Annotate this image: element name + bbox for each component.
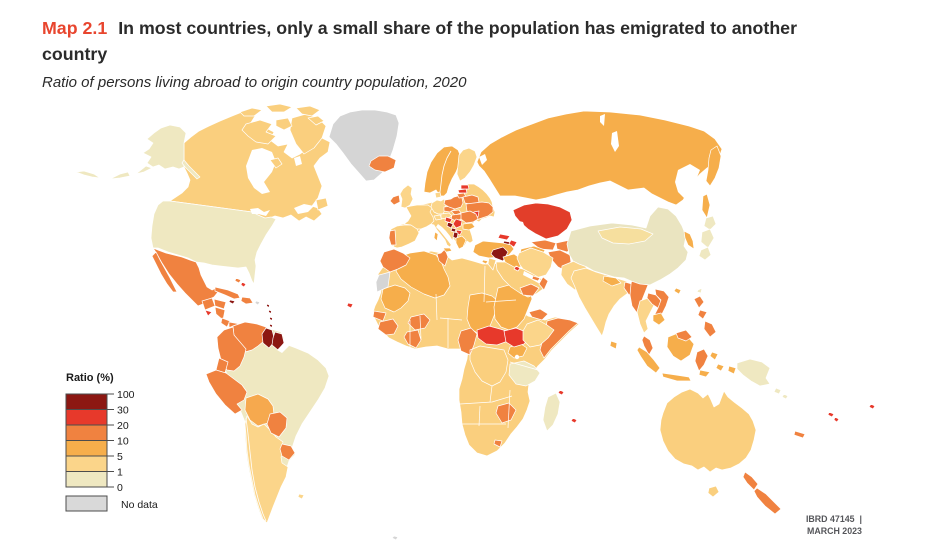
svg-text:10: 10 (117, 436, 129, 448)
svg-text:20: 20 (117, 420, 129, 432)
svg-text:No data: No data (121, 499, 158, 511)
svg-text:5: 5 (117, 451, 123, 463)
svg-text:30: 30 (117, 405, 129, 417)
svg-text:0: 0 (117, 482, 123, 494)
svg-text:100: 100 (117, 389, 135, 401)
svg-text:Ratio (%): Ratio (%) (66, 372, 114, 384)
svg-text:1: 1 (117, 467, 123, 479)
